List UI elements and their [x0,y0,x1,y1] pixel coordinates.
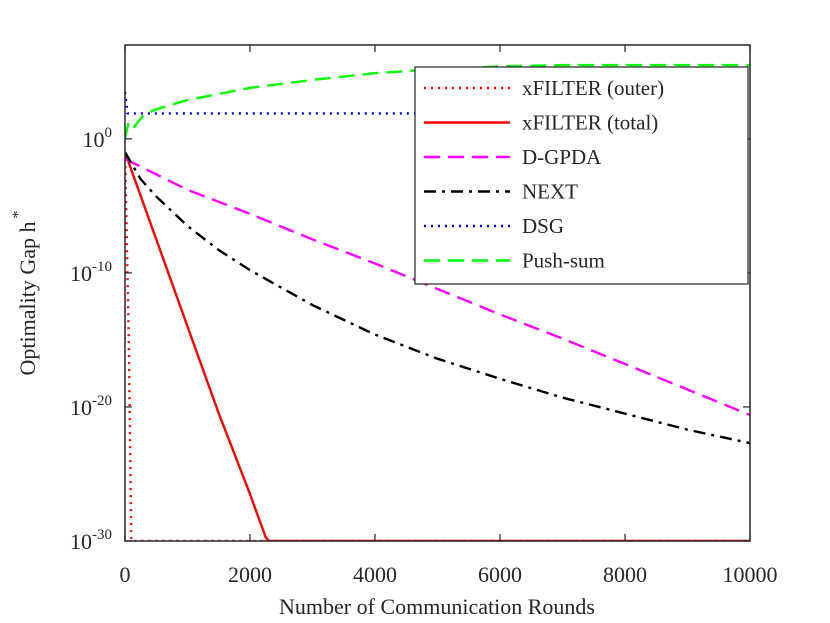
y-axis-title-superscript: * [10,211,27,219]
y-tick-label-base: 10 [83,127,105,152]
x-tick-label: 2000 [228,562,272,587]
legend-label-d-gpda: D-GPDA [522,145,602,169]
legend-label-push-sum: Push-sum [522,249,605,273]
x-tick-label: 4000 [353,562,397,587]
series-line-next [125,151,750,445]
y-axis-title-text: Optimality Gap h [15,222,40,376]
y-tick-label-exponent: -10 [92,259,112,275]
legend-label-xfilter-total: xFILTER (total) [522,111,658,135]
legend-box [414,66,749,285]
x-tick-label: 0 [120,562,131,587]
series-line-xfilter-total [125,151,750,541]
legend-label-dsg: DSG [522,214,564,238]
legend-label-next: NEXT [522,180,578,204]
y-tick-label-base: 10 [70,261,92,286]
x-axis-title: Number of Communication Rounds [279,594,595,619]
y-tick-label-base: 10 [70,395,92,420]
y-tick-label-exponent: 0 [105,125,113,141]
y-tick-label: 10-10 [70,259,112,286]
legend-label-xfilter-outer: xFILTER (outer) [522,76,664,100]
y-tick-label: 10-20 [70,393,112,420]
x-tick-label: 8000 [603,562,647,587]
legend: xFILTER (outer) xFILTER (total) D-GPDA NEXT… [414,66,749,285]
y-axis-title: Optimality Gap h * [10,211,40,376]
x-tick-label: 10000 [723,562,778,587]
y-tick-label: 10-30 [70,527,112,554]
series-line-d-gpda [125,157,750,417]
svg-text:Optimality Gap h*: Optimality Gap h * [10,211,40,376]
x-tick-label: 6000 [478,562,522,587]
y-tick-label-base: 10 [70,529,92,554]
y-tick-label: 100 [83,125,113,152]
y-tick-label-exponent: -30 [92,527,112,543]
plot-frame [124,44,751,542]
series-line-push-sum [125,63,750,140]
y-tick-label-exponent: -20 [92,393,112,409]
